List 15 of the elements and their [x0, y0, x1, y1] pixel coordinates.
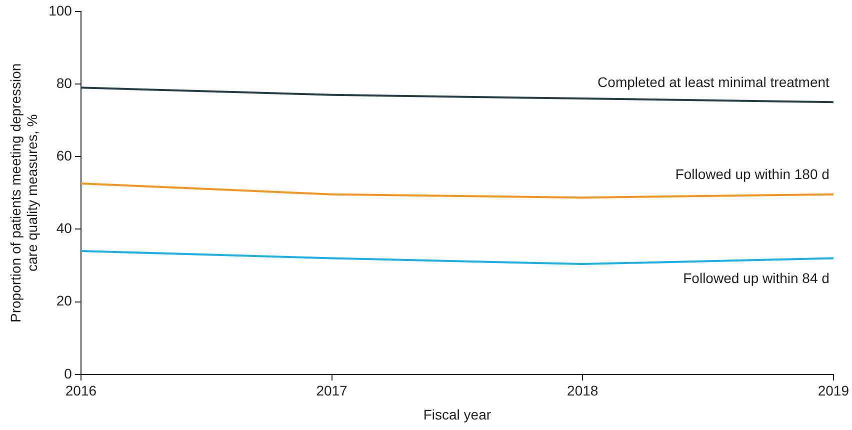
- series-label: Completed at least minimal treatment: [598, 74, 830, 90]
- x-tick-label: 2019: [818, 382, 850, 399]
- y-tick-label: 40: [56, 220, 72, 236]
- x-tick-label: 2018: [567, 382, 598, 399]
- x-tick-label: 2017: [316, 382, 348, 399]
- y-tick-label: 60: [56, 147, 72, 164]
- series-label: Followed up within 180 d: [675, 166, 830, 182]
- x-tick-label: 2016: [65, 382, 97, 399]
- y-tick-label: 100: [48, 2, 72, 18]
- y-tick-label: 80: [56, 74, 72, 91]
- series-label: Followed up within 84 d: [683, 270, 830, 286]
- y-tick-label: 0: [64, 365, 72, 382]
- x-axis-title: Fiscal year: [423, 406, 492, 422]
- y-axis-title: Proportion of patients meeting depression care quality measures, %: [7, 63, 40, 322]
- y-tick-label: 20: [56, 292, 72, 309]
